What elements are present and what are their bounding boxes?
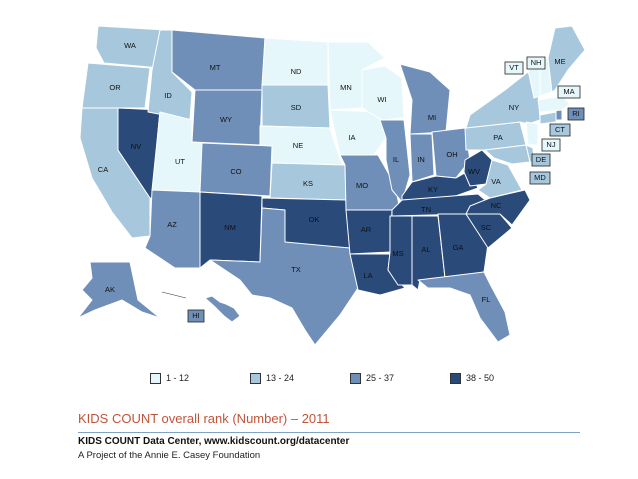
state-HI (204, 295, 241, 323)
label-TX: TX (291, 265, 301, 274)
state-ND (261, 37, 329, 86)
legend-swatch (150, 372, 161, 384)
label-NY: NY (509, 103, 519, 112)
small-state-boxes: VT NH ME MA RI CT NJ DE MD AK HI (105, 56, 585, 323)
label-WI: WI (377, 95, 386, 104)
legend-item: 38 - 50 (450, 371, 494, 385)
label-WV: WV (468, 167, 480, 176)
box-HI (187, 309, 205, 323)
label-NV: NV (131, 142, 141, 151)
label-RI: RI (572, 109, 580, 118)
label-OR: OR (109, 83, 121, 92)
state-IL (379, 119, 411, 203)
label-AR: AR (361, 225, 372, 234)
state-AK (77, 261, 161, 319)
label-MT: MT (210, 63, 221, 72)
title-rule (78, 432, 580, 433)
label-IL: IL (393, 155, 399, 164)
state-MT (171, 29, 266, 91)
label-LA: LA (363, 271, 372, 280)
label-NH: NH (531, 58, 542, 67)
ak-divider-line (161, 291, 187, 299)
state-WI (361, 65, 405, 121)
label-UT: UT (175, 157, 185, 166)
state-TX (209, 207, 359, 346)
state-IN (409, 133, 435, 183)
box-NH (526, 56, 546, 70)
state-WA (95, 25, 166, 69)
label-NC: NC (491, 201, 502, 210)
label-MA: MA (563, 87, 574, 96)
label-MN: MN (340, 83, 352, 92)
label-CA: CA (98, 165, 108, 174)
label-AZ: AZ (167, 220, 177, 229)
label-MI: MI (428, 113, 436, 122)
legend: 1 - 12 13 - 24 25 - 37 38 - 50 (150, 371, 510, 385)
label-ND: ND (291, 67, 302, 76)
legend-label: 25 - 37 (366, 373, 395, 383)
state-RI (555, 109, 563, 121)
label-MO: MO (356, 181, 368, 190)
state-OR (81, 62, 151, 109)
label-CO: CO (230, 167, 241, 176)
subtitle-line: A Project of the Annie E. Casey Foundati… (78, 450, 261, 461)
box-VT (504, 61, 524, 75)
state-FL (417, 271, 511, 343)
legend-label: 13 - 24 (266, 373, 295, 383)
label-ID: ID (164, 91, 172, 100)
label-AL: AL (421, 245, 430, 254)
label-KY: KY (428, 185, 438, 194)
state-OH (431, 127, 471, 179)
label-DE: DE (536, 155, 546, 164)
label-PA: PA (493, 133, 502, 142)
us-choropleth-map: WA OR CA NV ID MT WY UT AZ CO NM ND SD N… (77, 25, 586, 346)
label-SD: SD (291, 103, 302, 112)
label-SC: SC (481, 223, 492, 232)
legend-label: 1 - 12 (166, 373, 190, 383)
label-HI: HI (192, 311, 200, 320)
box-MA (557, 85, 581, 99)
label-OH: OH (446, 150, 457, 159)
state-labels: WA OR CA NV ID MT WY UT AZ CO NM ND SD N… (98, 41, 519, 304)
label-VT: VT (509, 63, 519, 72)
label-CT: CT (555, 125, 565, 134)
label-WA: WA (124, 41, 136, 50)
label-VA: VA (491, 177, 500, 186)
legend-item: 25 - 37 (350, 371, 394, 385)
state-NJ (525, 121, 539, 146)
box-MD (529, 171, 551, 185)
state-MD (484, 144, 531, 165)
label-KS: KS (303, 179, 313, 188)
source-line: KIDS COUNT Data Center, www.kidscount.or… (78, 436, 350, 447)
label-MD: MD (534, 173, 546, 182)
box-RI (567, 107, 585, 121)
box-DE (531, 153, 551, 167)
state-ME (547, 25, 586, 93)
box-NJ (541, 138, 561, 152)
label-OK: OK (309, 215, 320, 224)
legend-label: 38 - 50 (466, 373, 495, 383)
label-ME: ME (554, 57, 565, 66)
legend-swatch (450, 372, 461, 384)
legend-item: 13 - 24 (250, 371, 294, 385)
label-NJ: NJ (546, 140, 555, 149)
state-VA (477, 159, 523, 199)
label-NM: NM (224, 223, 236, 232)
label-NE: NE (293, 141, 303, 150)
state-GA (437, 213, 489, 279)
legend-swatch (350, 372, 361, 384)
label-IN: IN (417, 155, 425, 164)
state-CT (539, 111, 557, 125)
label-GA: GA (453, 243, 464, 252)
label-AK: AK (105, 285, 115, 294)
label-IA: IA (348, 133, 355, 142)
label-WY: WY (220, 115, 232, 124)
legend-swatch (250, 372, 261, 384)
legend-item: 1 - 12 (150, 371, 189, 385)
label-MS: MS (392, 249, 403, 258)
label-TN: TN (421, 205, 431, 214)
box-CT (549, 123, 571, 137)
map-title: KIDS COUNT overall rank (Number) – 2011 (78, 411, 330, 426)
label-FL: FL (482, 295, 491, 304)
